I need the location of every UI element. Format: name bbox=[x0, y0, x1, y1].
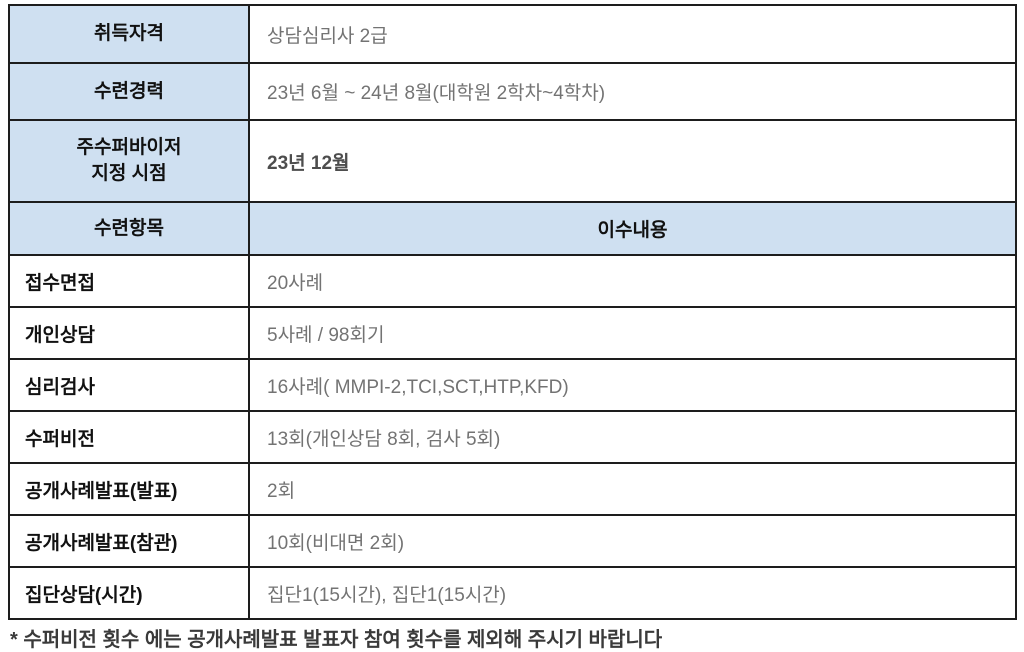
table-row-supervisor-assigned: 주수퍼바이저 지정 시점 23년 12월 bbox=[8, 119, 1017, 203]
table-row-psychological-testing: 심리검사 16사례( MMPI-2,TCI,SCT,HTP,KFD) bbox=[8, 358, 1017, 412]
column-header-content: 이수내용 bbox=[248, 201, 1017, 256]
row-value-case-presentation: 2회 bbox=[248, 462, 1017, 516]
row-label-individual-counseling: 개인상담 bbox=[8, 306, 250, 360]
row-label-case-presentation: 공개사례발표(발표) bbox=[8, 462, 250, 516]
row-value-group-counseling: 집단1(15시간), 집단1(15시간) bbox=[248, 566, 1017, 620]
table-row-qualification: 취득자격 상담심리사 2급 bbox=[8, 4, 1017, 64]
row-label-group-counseling: 집단상담(시간) bbox=[8, 566, 250, 620]
row-value-supervisor-assigned: 23년 12월 bbox=[248, 119, 1017, 203]
table-row-intake-interview: 접수면접 20사례 bbox=[8, 254, 1017, 308]
table-row-supervision: 수퍼비전 13회(개인상담 8회, 검사 5회) bbox=[8, 410, 1017, 464]
row-value-case-observation: 10회(비대면 2회) bbox=[248, 514, 1017, 568]
row-label-psychological-testing: 심리검사 bbox=[8, 358, 250, 412]
row-label-training-period: 수련경력 bbox=[8, 62, 250, 121]
row-value-supervision: 13회(개인상담 8회, 검사 5회) bbox=[248, 410, 1017, 464]
row-label-supervision: 수퍼비전 bbox=[8, 410, 250, 464]
table-row-individual-counseling: 개인상담 5사례 / 98회기 bbox=[8, 306, 1017, 360]
row-value-training-period: 23년 6월 ~ 24년 8월(대학원 2학차~4학차) bbox=[248, 62, 1017, 121]
row-label-supervisor-assigned: 주수퍼바이저 지정 시점 bbox=[8, 119, 250, 203]
row-label-qualification: 취득자격 bbox=[8, 4, 250, 64]
row-label-intake-interview: 접수면접 bbox=[8, 254, 250, 308]
table-header-row: 수련항목 이수내용 bbox=[8, 201, 1017, 256]
training-record-table: 취득자격 상담심리사 2급 수련경력 23년 6월 ~ 24년 8월(대학원 2… bbox=[8, 4, 1017, 620]
table-row-case-observation: 공개사례발표(참관) 10회(비대면 2회) bbox=[8, 514, 1017, 568]
table-row-training-period: 수련경력 23년 6월 ~ 24년 8월(대학원 2학차~4학차) bbox=[8, 62, 1017, 121]
column-header-item: 수련항목 bbox=[8, 201, 250, 256]
footnote-truncated: * 수퍼비전 횟수 에는 공개사례발표 발표자 참여 횟수를 제외해 주시기 바… bbox=[10, 629, 663, 651]
table-row-case-presentation: 공개사례발표(발표) 2회 bbox=[8, 462, 1017, 516]
row-value-psychological-testing: 16사례( MMPI-2,TCI,SCT,HTP,KFD) bbox=[248, 358, 1017, 412]
table-row-group-counseling: 집단상담(시간) 집단1(15시간), 집단1(15시간) bbox=[8, 566, 1017, 620]
row-label-case-observation: 공개사례발표(참관) bbox=[8, 514, 250, 568]
row-value-intake-interview: 20사례 bbox=[248, 254, 1017, 308]
row-value-individual-counseling: 5사례 / 98회기 bbox=[248, 306, 1017, 360]
row-value-qualification: 상담심리사 2급 bbox=[248, 4, 1017, 64]
